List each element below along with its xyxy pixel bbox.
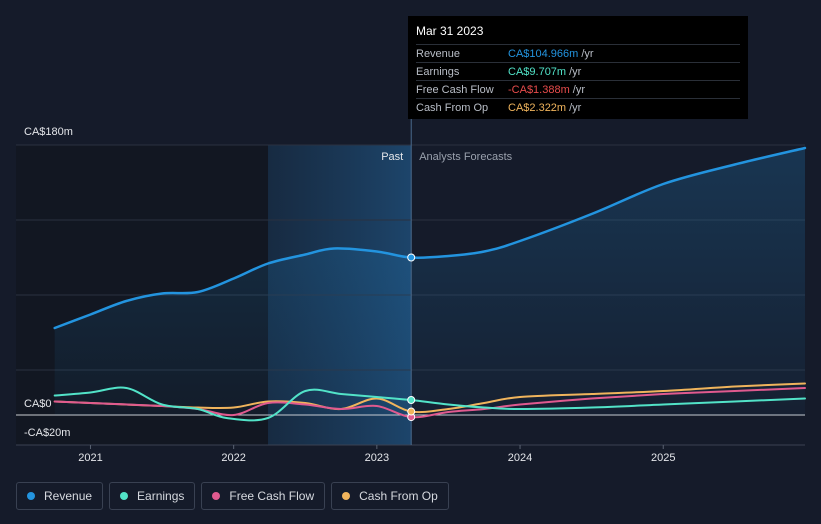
legend-label: Free Cash Flow bbox=[229, 489, 315, 503]
tooltip-row-free-cash-flow: Free Cash Flow -CA$1.388m /yr bbox=[416, 80, 740, 98]
tooltip-value: -CA$1.388m bbox=[508, 83, 570, 96]
past-label: Past bbox=[381, 151, 403, 163]
tooltip-unit: /yr bbox=[581, 47, 594, 60]
legend-dot-icon bbox=[342, 492, 351, 500]
legend-item-cash-from-op[interactable]: Cash From Op bbox=[331, 482, 449, 510]
legend-label: Earnings bbox=[137, 489, 185, 503]
x-tick-label: 2022 bbox=[221, 452, 245, 464]
legend: Revenue Earnings Free Cash Flow Cash Fro… bbox=[16, 482, 449, 510]
x-tick-label: 2024 bbox=[508, 452, 532, 464]
marker-cash-from-op bbox=[407, 407, 416, 416]
legend-dot-icon bbox=[27, 492, 35, 500]
series-line-revenue bbox=[53, 146, 807, 330]
tooltip-value: CA$104.966m bbox=[508, 47, 579, 60]
tooltip-row-cash-from-op: Cash From Op CA$2.322m /yr bbox=[416, 98, 740, 116]
y-axis-label-zero: CA$0 bbox=[24, 398, 52, 410]
legend-item-earnings[interactable]: Earnings bbox=[109, 482, 196, 510]
forecast-label: Analysts Forecasts bbox=[419, 151, 512, 163]
legend-item-free-cash-flow[interactable]: Free Cash Flow bbox=[201, 482, 326, 510]
x-tick-label: 2023 bbox=[365, 452, 389, 464]
legend-label: Cash From Op bbox=[359, 489, 438, 503]
legend-dot-icon bbox=[120, 492, 129, 500]
legend-label: Revenue bbox=[44, 489, 93, 503]
y-axis-label-negative: -CA$20m bbox=[24, 427, 70, 439]
legend-dot-icon bbox=[212, 492, 221, 500]
legend-item-revenue[interactable]: Revenue bbox=[16, 482, 104, 510]
marker-earnings bbox=[407, 396, 416, 404]
x-tick-label: 2021 bbox=[78, 452, 102, 464]
tooltip-label: Free Cash Flow bbox=[416, 83, 494, 96]
tooltip-unit: /yr bbox=[569, 101, 582, 114]
marker-revenue bbox=[407, 253, 416, 262]
tooltip-unit: /yr bbox=[569, 65, 582, 78]
tooltip-unit: /yr bbox=[572, 83, 585, 96]
tooltip-value: CA$9.707m bbox=[508, 65, 567, 78]
tooltip-row-earnings: Earnings CA$9.707m /yr bbox=[416, 62, 740, 80]
revenue-area bbox=[54, 148, 805, 415]
tooltip-value: CA$2.322m bbox=[508, 101, 567, 114]
tooltip: Mar 31 2023 Revenue CA$104.966m /yr Earn… bbox=[408, 16, 748, 119]
tooltip-label: Cash From Op bbox=[416, 101, 489, 114]
x-tick-label: 2025 bbox=[651, 452, 675, 464]
y-axis-label-top: CA$180m bbox=[24, 126, 73, 138]
series-line-earnings bbox=[53, 386, 806, 422]
tooltip-row-revenue: Revenue CA$104.966m /yr bbox=[416, 44, 740, 62]
tooltip-date: Mar 31 2023 bbox=[416, 24, 484, 38]
tooltip-label: Earnings bbox=[416, 65, 460, 78]
tooltip-label: Revenue bbox=[416, 47, 461, 60]
